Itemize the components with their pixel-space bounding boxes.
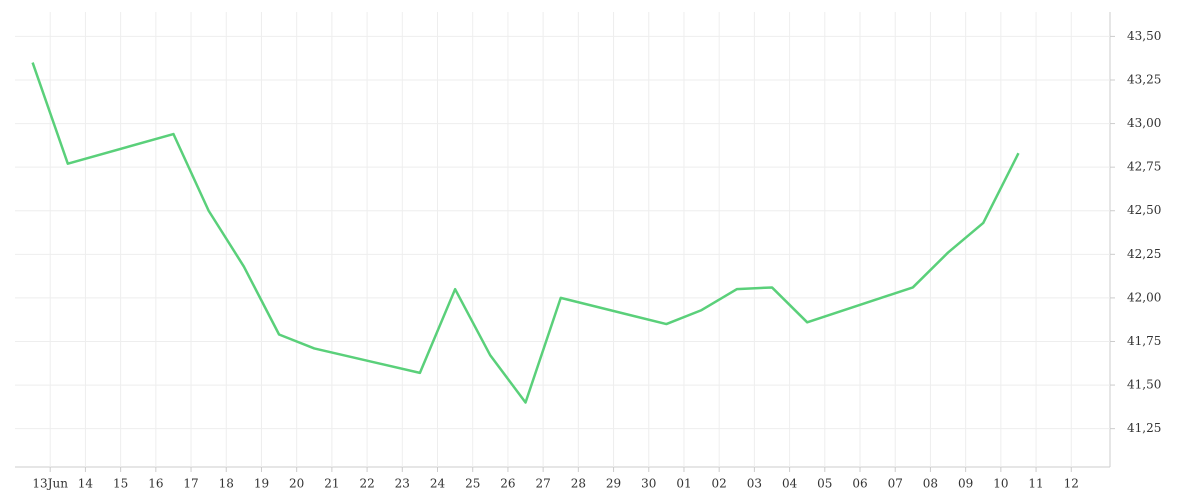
x-tick-label: 03: [747, 477, 762, 491]
x-tick-label: 10: [993, 477, 1008, 491]
y-tick-label: 42,25: [1127, 247, 1161, 261]
y-tick-label: 41,25: [1127, 421, 1161, 435]
x-tick-label: 11: [1028, 477, 1043, 491]
x-tick-label: 15: [113, 477, 128, 491]
x-tick-label: 09: [958, 477, 973, 491]
x-tick-label: 23: [395, 477, 410, 491]
x-tick-label: 21: [324, 477, 339, 491]
x-tick-label: 20: [289, 477, 304, 491]
x-tick-label: 18: [219, 477, 234, 491]
y-tick-label: 41,50: [1127, 378, 1161, 392]
x-tick-label: 01: [676, 477, 691, 491]
x-tick-label: 12: [1064, 477, 1079, 491]
x-tick-label: 19: [254, 477, 269, 491]
x-tick-label: 16: [148, 477, 163, 491]
x-tick-label: 22: [359, 477, 374, 491]
x-tick-label: 04: [782, 477, 798, 491]
x-tick-label: 17: [183, 477, 198, 491]
y-tick-label: 42,00: [1127, 290, 1161, 304]
y-tick-label: 43,00: [1127, 116, 1161, 130]
x-tick-label: 28: [571, 477, 586, 491]
y-tick-label: 42,75: [1127, 160, 1161, 174]
x-tick-label: 14: [78, 477, 94, 491]
x-tick-label: 08: [923, 477, 938, 491]
x-tick-label: 25: [465, 477, 480, 491]
x-tick-label: 13Jun: [32, 477, 68, 491]
y-tick-label: 42,50: [1127, 203, 1161, 217]
line-series: [31, 62, 1020, 404]
x-tick-label: 02: [712, 477, 727, 491]
x-tick-label: 06: [852, 477, 867, 491]
x-tick-label: 05: [817, 477, 832, 491]
x-tick-label: 07: [888, 477, 903, 491]
y-tick-label: 43,25: [1127, 72, 1161, 86]
x-tick-label: 27: [535, 477, 550, 491]
y-tick-label: 41,75: [1127, 334, 1161, 348]
x-tick-label: 29: [606, 477, 621, 491]
x-tick-label: 30: [641, 477, 656, 491]
x-tick-label: 26: [500, 477, 515, 491]
x-tick-label: 24: [430, 477, 446, 491]
y-tick-label: 43,50: [1127, 29, 1161, 43]
